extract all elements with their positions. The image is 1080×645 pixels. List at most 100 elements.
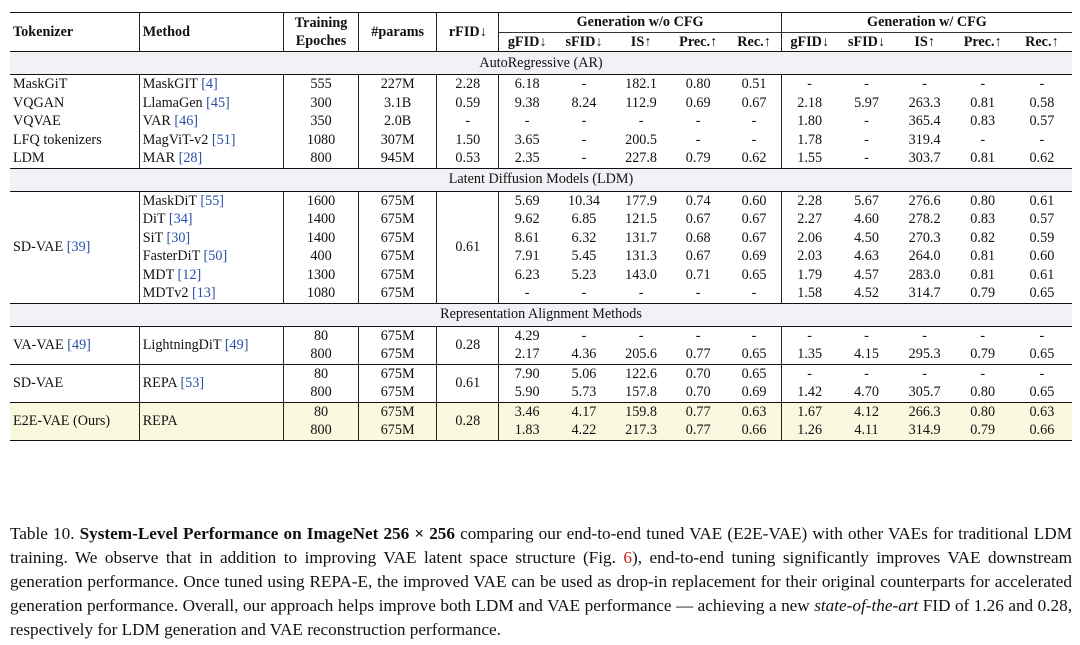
- table-row: DiT [34] 1400 675M 9.62 6.85 121.5 0.67 0.67 2.2…: [10, 210, 1072, 229]
- table-caption: Table 10. System-Level Performance on Im…: [10, 522, 1072, 642]
- cell-sfid-cfg: -: [864, 76, 869, 92]
- cell-rec: 0.67: [727, 93, 782, 112]
- cell-is: 157.8: [625, 384, 658, 400]
- group-no-cfg: Generation w/o CFG: [498, 12, 782, 33]
- tokenizer-cell: LDM: [10, 149, 140, 168]
- cell-prec-cfg: 0.81: [970, 266, 996, 283]
- cell-rec: 0.69: [727, 247, 782, 266]
- cell-is: 159.8: [613, 401, 670, 421]
- cell-prec-cfg: -: [980, 327, 986, 344]
- table-row: VA-VAE [49] LightningDiT [49] 80 675M 0.28 4.…: [10, 326, 1072, 364]
- method-name: MaskDiT: [142, 192, 197, 209]
- cell-is: 217.3: [613, 421, 670, 440]
- cell-rec: -: [727, 112, 782, 131]
- group-cfg: Generation w/ CFG: [781, 12, 1072, 33]
- epochs-cell: 1400: [283, 228, 360, 247]
- col-epochs-l1: Training: [294, 14, 348, 31]
- method-citation[interactable]: [12]: [177, 266, 202, 283]
- method-citation[interactable]: [28]: [178, 150, 203, 166]
- method-citation[interactable]: [34]: [168, 211, 193, 227]
- method-cell: MagViT-v2 [51]: [139, 130, 284, 149]
- cell-rec-cfg: -: [1039, 131, 1045, 148]
- cell-sfid: 10.34: [568, 192, 600, 209]
- method-citation[interactable]: [49]: [224, 336, 249, 353]
- cell-rec: 0.65: [727, 363, 782, 383]
- cell-is: 122.6: [613, 363, 670, 383]
- col-rfid: rFID↓: [436, 12, 500, 52]
- cell-prec-cfg: -: [980, 76, 986, 92]
- cell-gfid-cfg: 2.03: [797, 248, 823, 264]
- section-row-repa: Representation Alignment Methods: [10, 302, 1072, 327]
- cell-prec: -: [695, 285, 701, 301]
- cell-gfid-cfg: 1.67: [781, 401, 838, 421]
- method-name: MDT: [142, 266, 174, 283]
- cell-rec: -: [727, 284, 782, 303]
- method-name: DiT: [142, 211, 166, 227]
- rfid-cell: 0.61: [436, 191, 500, 303]
- cell-gfid-cfg: 2.27: [797, 211, 823, 227]
- col-method: Method: [139, 12, 284, 52]
- cell-is-cfg: 319.4: [908, 131, 941, 148]
- cell-prec: 0.67: [685, 248, 711, 264]
- cell-is: 177.9: [625, 192, 658, 209]
- cell-prec: -: [695, 327, 701, 344]
- cell-gfid: 1.83: [498, 421, 555, 440]
- params-cell: 675M: [358, 247, 438, 266]
- cell-is-cfg: -: [895, 363, 954, 383]
- cell-gfid: 6.23: [514, 266, 540, 283]
- cell-is: 205.6: [625, 346, 658, 362]
- params-cell: 307M: [358, 130, 438, 149]
- cell-gfid-cfg: 1.79: [797, 266, 823, 283]
- tokenizer-cell: MaskGiT: [10, 74, 140, 94]
- epochs-cell: 800: [283, 345, 360, 364]
- method-citation[interactable]: [4]: [201, 76, 218, 92]
- cell-rec: 0.67: [727, 228, 782, 247]
- metric-is: IS↑: [613, 32, 670, 52]
- cell-sfid: 5.73: [571, 384, 597, 400]
- cell-is: 131.3: [625, 248, 658, 264]
- cell-rec: 0.60: [727, 191, 782, 210]
- tokenizer-citation[interactable]: [39]: [66, 238, 91, 255]
- cell-sfid-cfg: 4.15: [854, 346, 879, 362]
- method-citation[interactable]: [13]: [191, 285, 216, 301]
- epochs-cell: 800: [283, 383, 360, 402]
- method-citation[interactable]: [55]: [200, 192, 225, 209]
- caption-italic: state-of-the-art: [814, 596, 919, 615]
- cell-prec-cfg: 0.81: [970, 150, 996, 166]
- tokenizer-name: SD-VAE: [13, 238, 64, 255]
- ldm-section: Latent Diffusion Models (LDM): [10, 167, 1072, 192]
- cell-rec-cfg: 0.63: [1011, 401, 1072, 421]
- cell-sfid-cfg: 5.67: [854, 192, 879, 209]
- table-row: FasterDiT [50] 400 675M 7.91 5.45 131.3 0.67 0.…: [10, 247, 1072, 266]
- cell-rec-cfg: 0.57: [1029, 211, 1055, 227]
- method-citation[interactable]: [46]: [174, 113, 199, 129]
- metric-sfid-cfg: sFID↓: [837, 32, 896, 52]
- method-citation[interactable]: [45]: [206, 94, 230, 111]
- cell-gfid: 3.65: [514, 131, 540, 148]
- tokenizer-name: VA-VAE: [13, 336, 64, 353]
- method-citation[interactable]: [53]: [180, 374, 205, 391]
- cell-rec: 0.51: [727, 74, 782, 94]
- cell-sfid: 6.32: [571, 229, 597, 246]
- cell-is: 200.5: [625, 131, 658, 148]
- epochs-cell: 1600: [283, 191, 360, 210]
- method-name: REPA: [142, 374, 177, 391]
- epochs-cell: 555: [283, 74, 360, 94]
- method-citation[interactable]: [50]: [203, 248, 228, 264]
- method-cell: FasterDiT [50]: [139, 247, 284, 266]
- cell-rec-cfg: 0.59: [1029, 229, 1055, 246]
- cell-gfid-cfg: 2.18: [797, 94, 823, 111]
- cell-is: -: [638, 285, 644, 301]
- cell-is-cfg: 305.7: [908, 384, 941, 400]
- method-citation[interactable]: [51]: [211, 131, 236, 148]
- cell-is-cfg: 314.9: [895, 421, 954, 440]
- cell-sfid: 4.36: [571, 346, 597, 362]
- method-citation[interactable]: [30]: [166, 229, 191, 246]
- cell-sfid-cfg: 4.60: [854, 211, 879, 227]
- tokenizer-cell: VA-VAE [49]: [10, 326, 140, 364]
- params-cell: 2.0B: [358, 112, 438, 131]
- tokenizer-citation[interactable]: [49]: [67, 336, 91, 353]
- caption-fig-ref[interactable]: 6: [623, 548, 632, 567]
- method-name: VAR: [142, 113, 171, 129]
- rfid-cell: 1.50: [436, 130, 500, 149]
